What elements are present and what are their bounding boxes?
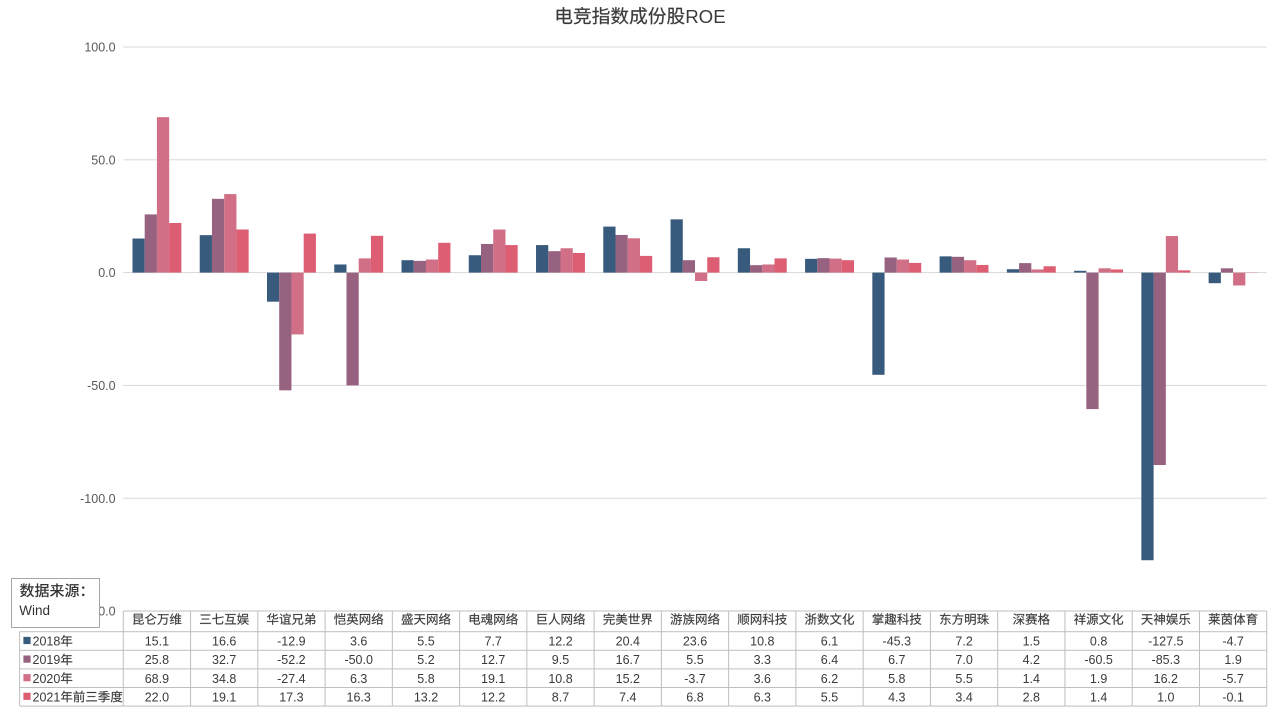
svg-text:13.2: 13.2	[414, 690, 438, 704]
svg-text:5.5: 5.5	[821, 690, 838, 704]
svg-text:3.6: 3.6	[350, 635, 367, 649]
svg-text:-52.2: -52.2	[277, 653, 306, 667]
svg-text:34.8: 34.8	[212, 672, 236, 686]
svg-text:7.4: 7.4	[619, 690, 636, 704]
svg-text:0.8: 0.8	[1090, 635, 1107, 649]
svg-text:6.8: 6.8	[686, 690, 703, 704]
svg-text:16.6: 16.6	[212, 635, 236, 649]
svg-text:-50.0: -50.0	[344, 653, 373, 667]
svg-text:1.9: 1.9	[1224, 653, 1241, 667]
svg-text:19.1: 19.1	[212, 690, 236, 704]
svg-text:3.3: 3.3	[754, 653, 771, 667]
svg-text:1.4: 1.4	[1090, 690, 1107, 704]
svg-text:16.3: 16.3	[347, 690, 371, 704]
svg-text:4.3: 4.3	[888, 690, 905, 704]
svg-text:12.2: 12.2	[548, 635, 572, 649]
svg-text:68.9: 68.9	[145, 672, 169, 686]
svg-text:5.8: 5.8	[417, 672, 434, 686]
svg-text:-27.4: -27.4	[277, 672, 306, 686]
svg-text:20.4: 20.4	[616, 635, 640, 649]
svg-text:6.4: 6.4	[821, 653, 838, 667]
svg-text:2021: 2021	[33, 690, 61, 704]
svg-text:6.7: 6.7	[888, 653, 905, 667]
svg-text:23.6: 23.6	[683, 635, 707, 649]
svg-text:4.2: 4.2	[1023, 653, 1040, 667]
svg-text:ROE: ROE	[685, 6, 726, 27]
svg-text:Wind: Wind	[19, 603, 50, 618]
svg-text:6.3: 6.3	[350, 672, 367, 686]
svg-text:50.0: 50.0	[91, 153, 115, 167]
svg-text:-45.3: -45.3	[883, 635, 912, 649]
svg-text:9.5: 9.5	[552, 653, 569, 667]
svg-text:10.8: 10.8	[548, 672, 572, 686]
svg-text:15.1: 15.1	[145, 635, 169, 649]
svg-text:100.0: 100.0	[84, 41, 115, 55]
svg-text:5.8: 5.8	[888, 672, 905, 686]
svg-text:6.2: 6.2	[821, 672, 838, 686]
svg-text:5.2: 5.2	[417, 653, 434, 667]
svg-text:5.5: 5.5	[955, 672, 972, 686]
svg-text:22.0: 22.0	[145, 690, 169, 704]
svg-text:-85.3: -85.3	[1152, 653, 1181, 667]
svg-text:3.6: 3.6	[754, 672, 771, 686]
svg-text:5.5: 5.5	[417, 635, 434, 649]
svg-text:-12.9: -12.9	[277, 635, 306, 649]
svg-text:17.3: 17.3	[279, 690, 303, 704]
svg-text:-100.0: -100.0	[80, 492, 115, 506]
svg-text:0.0: 0.0	[98, 266, 115, 280]
svg-text:-0.1: -0.1	[1222, 690, 1244, 704]
svg-text:7.7: 7.7	[485, 635, 502, 649]
svg-text:32.7: 32.7	[212, 653, 236, 667]
svg-text:8.7: 8.7	[552, 690, 569, 704]
svg-text:-50.0: -50.0	[87, 379, 116, 393]
svg-text:10.8: 10.8	[750, 635, 774, 649]
svg-text:1.5: 1.5	[1023, 635, 1040, 649]
svg-text:-3.7: -3.7	[684, 672, 706, 686]
svg-text:15.2: 15.2	[616, 672, 640, 686]
svg-text:3.4: 3.4	[955, 690, 972, 704]
svg-text:2019: 2019	[33, 653, 61, 667]
svg-text:19.1: 19.1	[481, 672, 505, 686]
svg-text:-5.7: -5.7	[1222, 672, 1244, 686]
svg-text:16.2: 16.2	[1154, 672, 1178, 686]
svg-text:25.8: 25.8	[145, 653, 169, 667]
svg-text:-4.7: -4.7	[1222, 635, 1244, 649]
svg-text:7.0: 7.0	[955, 653, 972, 667]
svg-text:-60.5: -60.5	[1084, 653, 1113, 667]
svg-text:1.0: 1.0	[1157, 690, 1174, 704]
svg-text:12.7: 12.7	[481, 653, 505, 667]
svg-text:12.2: 12.2	[481, 690, 505, 704]
svg-text:6.3: 6.3	[754, 690, 771, 704]
svg-text:2020: 2020	[33, 672, 61, 686]
svg-text:2018: 2018	[33, 635, 61, 649]
svg-text:7.2: 7.2	[955, 635, 972, 649]
svg-text:6.1: 6.1	[821, 635, 838, 649]
svg-text:1.9: 1.9	[1090, 672, 1107, 686]
svg-text:-127.5: -127.5	[1148, 635, 1183, 649]
svg-text:16.7: 16.7	[616, 653, 640, 667]
svg-text:1.4: 1.4	[1023, 672, 1040, 686]
svg-text:5.5: 5.5	[686, 653, 703, 667]
svg-text:2.8: 2.8	[1023, 690, 1040, 704]
